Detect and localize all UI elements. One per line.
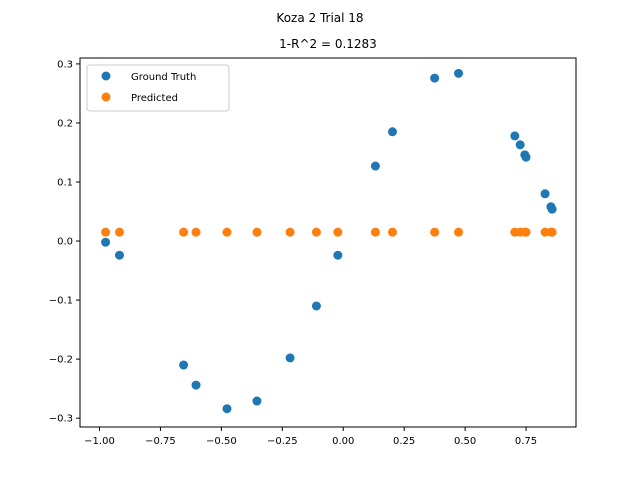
point-predicted-10 <box>387 227 397 237</box>
point-ground-truth-2 <box>179 360 189 370</box>
point-ground-truth-4 <box>222 404 232 414</box>
y-tick-label: −0.1 <box>49 296 73 307</box>
legend-label-ground-truth: Ground Truth <box>131 72 196 83</box>
point-predicted-2 <box>179 227 189 237</box>
y-tick-label: 0.2 <box>57 118 73 129</box>
point-predicted-5 <box>252 227 262 237</box>
point-ground-truth-6 <box>285 353 295 363</box>
point-ground-truth-13 <box>510 131 520 141</box>
point-ground-truth-3 <box>191 380 201 390</box>
x-tick-label: 0.00 <box>332 436 354 447</box>
point-predicted-0 <box>101 227 111 237</box>
legend-label-predicted: Predicted <box>131 93 178 104</box>
point-ground-truth-14 <box>515 140 525 150</box>
points-layer <box>101 68 557 414</box>
point-predicted-16 <box>521 227 531 237</box>
legend-box <box>86 64 230 112</box>
point-ground-truth-7 <box>311 301 321 311</box>
x-tick-label: −0.50 <box>206 436 237 447</box>
x-axis: −1.00 −0.75 −0.50 −0.25 0.00 0.25 0.50 0.75 <box>84 427 537 447</box>
point-predicted-6 <box>285 227 295 237</box>
point-ground-truth-16 <box>521 152 531 162</box>
y-tick-label: 0.3 <box>57 59 73 70</box>
point-ground-truth-8 <box>333 250 343 260</box>
point-ground-truth-12 <box>454 68 464 78</box>
legend-marker-ground-truth <box>101 71 111 81</box>
point-ground-truth-17 <box>540 189 550 199</box>
y-tick-label: 0.1 <box>57 177 73 188</box>
x-tick-label: 0.75 <box>515 436 537 447</box>
point-predicted-19 <box>547 227 557 237</box>
legend: Ground Truth Predicted <box>86 64 230 112</box>
figure-title: Koza 2 Trial 18 <box>276 11 363 25</box>
point-predicted-11 <box>430 227 440 237</box>
x-tick-label: −0.25 <box>267 436 298 447</box>
point-ground-truth-19 <box>547 204 557 214</box>
axes-frame <box>79 57 577 428</box>
x-tick-label: −0.75 <box>145 436 176 447</box>
x-tick-label: −1.00 <box>84 436 115 447</box>
y-tick-label: 0.0 <box>57 237 73 248</box>
point-predicted-1 <box>114 227 124 237</box>
x-tick-label: 0.50 <box>454 436 476 447</box>
y-tick-label: −0.2 <box>49 355 73 366</box>
point-ground-truth-9 <box>370 161 380 171</box>
point-ground-truth-10 <box>387 127 397 137</box>
x-tick-label: 0.25 <box>393 436 415 447</box>
legend-marker-predicted <box>101 92 111 102</box>
point-predicted-8 <box>333 227 343 237</box>
axes-title: 1-R^2 = 0.1283 <box>279 37 377 51</box>
point-predicted-4 <box>222 227 232 237</box>
point-predicted-7 <box>311 227 321 237</box>
y-axis: −0.3 −0.2 −0.1 0.0 0.1 0.2 0.3 <box>49 59 80 425</box>
point-ground-truth-1 <box>114 250 124 260</box>
point-predicted-3 <box>191 227 201 237</box>
point-ground-truth-0 <box>101 237 111 247</box>
point-ground-truth-5 <box>252 396 262 406</box>
y-tick-label: −0.3 <box>49 414 73 425</box>
point-predicted-9 <box>370 227 380 237</box>
point-predicted-12 <box>454 227 464 237</box>
point-ground-truth-11 <box>430 73 440 83</box>
